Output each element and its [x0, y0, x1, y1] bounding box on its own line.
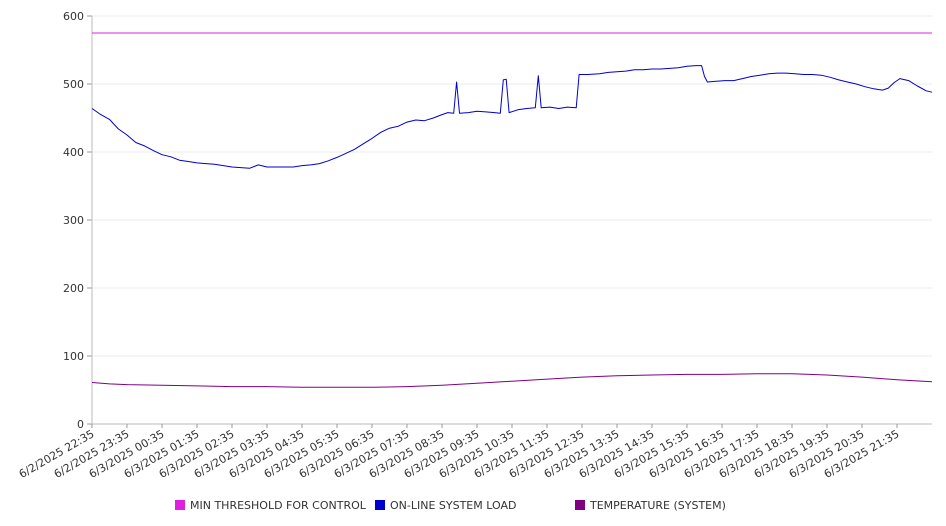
legend-label: TEMPERATURE (SYSTEM)	[589, 499, 726, 512]
series-lines	[91, 32, 933, 388]
legend-label: ON-LINE SYSTEM LOAD	[390, 499, 516, 512]
series-line-3	[91, 373, 933, 388]
legend-swatch	[175, 500, 185, 510]
legend: MIN THRESHOLD FOR CONTROL ON-LINE SYSTEM …	[175, 499, 726, 512]
y-tick-label: 300	[63, 214, 84, 227]
y-tick-labels: 0 100 200 300 400 500 600	[63, 10, 84, 431]
legend-swatch	[375, 500, 385, 510]
y-tick-label: 0	[77, 418, 84, 431]
axes	[87, 15, 932, 428]
legend-swatch	[575, 500, 585, 510]
series-line-2	[91, 65, 933, 169]
grid-lines	[92, 15, 932, 425]
y-tick-label: 400	[63, 146, 84, 159]
x-tick-labels: 6/2/2025 22:356/2/2025 23:356/3/2025 00:…	[17, 427, 902, 481]
y-tick-label: 100	[63, 350, 84, 363]
legend-label: MIN THRESHOLD FOR CONTROL	[190, 499, 367, 512]
y-tick-label: 600	[63, 10, 84, 23]
y-tick-label: 500	[63, 78, 84, 91]
y-tick-label: 200	[63, 282, 84, 295]
